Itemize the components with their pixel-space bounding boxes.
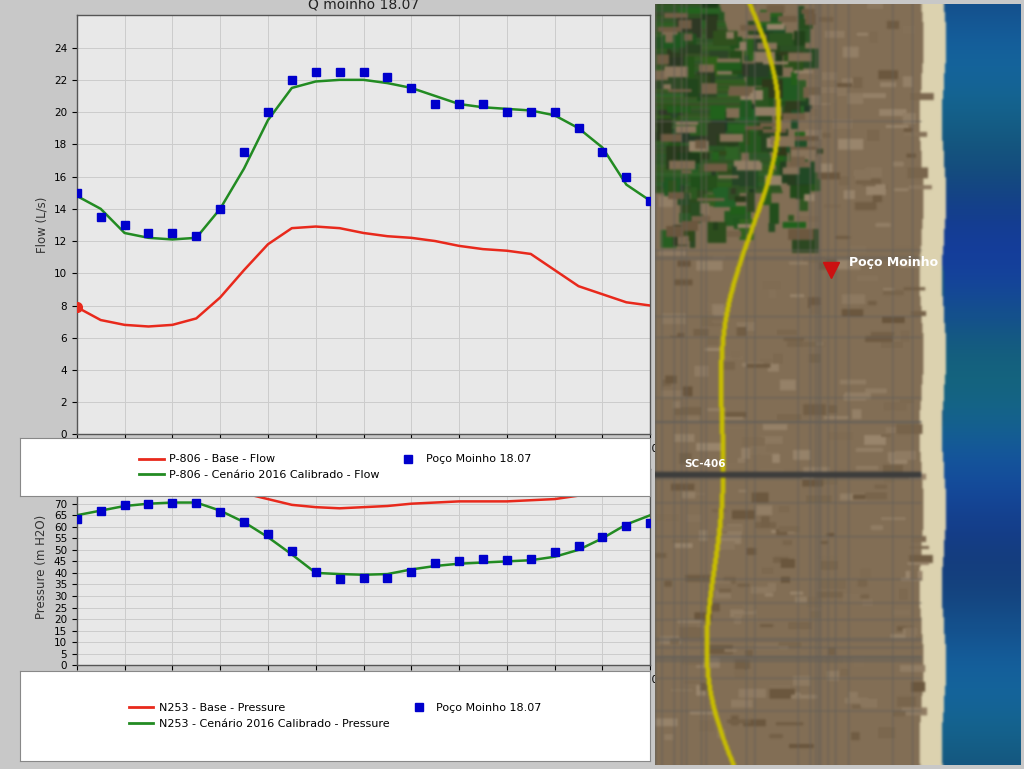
Y-axis label: Flow (L/s): Flow (L/s) [35, 197, 48, 253]
Title: P poço moinho 18.07: P poço moinho 18.07 [290, 451, 437, 465]
Title: Q moinho 18.07: Q moinho 18.07 [308, 0, 419, 12]
Legend: N253 - Base - Pressure, N253 - Cenário 2016 Calibrado - Pressure, Poço Moinho 18: N253 - Base - Pressure, N253 - Cenário 2… [125, 699, 546, 733]
X-axis label: Time (hours): Time (hours) [326, 691, 401, 704]
Text: Poço Moinho: Poço Moinho [849, 256, 938, 269]
Legend: P-806 - Base - Flow, P-806 - Cenário 2016 Calibrado - Flow, Poço Moinho 18.07: P-806 - Base - Flow, P-806 - Cenário 201… [134, 450, 537, 484]
X-axis label: Time (hours): Time (hours) [326, 460, 401, 473]
Text: SC-406: SC-406 [685, 459, 726, 469]
Y-axis label: Pressure (m H2O): Pressure (m H2O) [35, 515, 48, 619]
